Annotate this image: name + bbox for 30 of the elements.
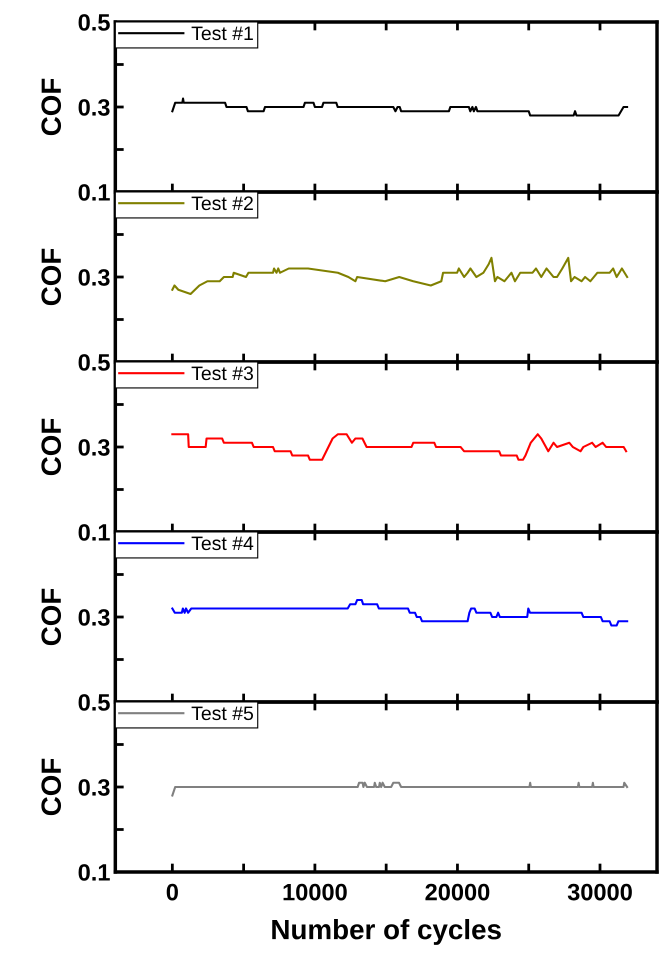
x-tick-label: 20000 (425, 884, 490, 900)
y-tick-label: 0.3 (78, 609, 110, 626)
y-axis-title: COF (41, 588, 62, 646)
y-tick-label: 0.3 (78, 779, 110, 796)
y-tick-label: 0.3 (78, 439, 110, 456)
line-series (171, 598, 628, 627)
y-tick-label: 0.1 (78, 524, 110, 541)
legend-label: Test #4 (192, 536, 254, 550)
line-series (171, 97, 628, 117)
y-tick-label: 0.5 (78, 694, 110, 711)
y-tick-label: 0.3 (78, 99, 110, 116)
y-tick-label: 0.5 (78, 14, 110, 31)
y-axis-title: COF (41, 418, 62, 476)
line-series (171, 433, 628, 461)
line-series (171, 256, 628, 296)
y-axis-title: COF (41, 78, 62, 136)
y-axis-title: COF (41, 758, 62, 816)
y-tick-label: 0.1 (78, 864, 110, 881)
x-tick-label: 30000 (568, 884, 632, 900)
x-tick-label: 0 (166, 884, 178, 900)
y-tick-label: 0.3 (78, 269, 110, 286)
y-axis-title: COF (41, 248, 62, 306)
legend-label: Test #1 (192, 26, 253, 40)
legend-label: Test #3 (192, 366, 253, 380)
x-tick-label: 10000 (284, 884, 347, 900)
y-tick-label: 0.5 (78, 354, 110, 371)
legend-label: Test #5 (192, 706, 254, 720)
legend-label: Test #2 (192, 196, 253, 210)
x-axis-title: Number of cycles (272, 919, 501, 945)
y-tick-label: 0.1 (78, 184, 110, 201)
